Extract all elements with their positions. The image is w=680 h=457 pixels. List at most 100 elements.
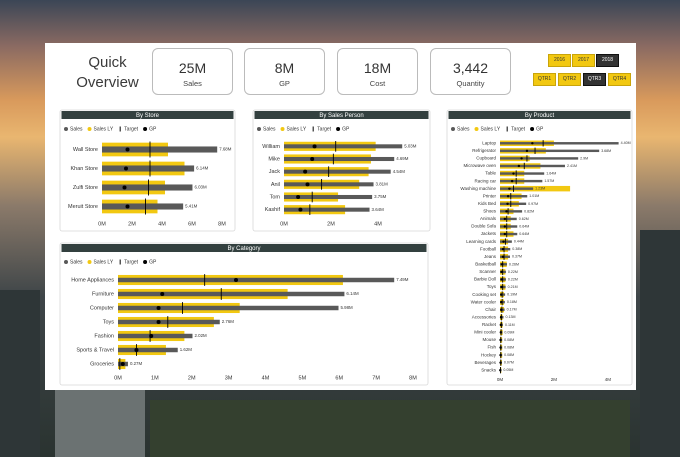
category-label: Toys — [487, 284, 497, 289]
legend-label: Target — [511, 126, 526, 132]
building — [0, 290, 40, 457]
category-label: Football — [480, 246, 496, 251]
quarter-button[interactable]: QTR4 — [608, 73, 631, 86]
x-tick-label: 0M — [114, 375, 122, 381]
gp-marker — [500, 300, 503, 304]
gp-marker — [312, 144, 317, 149]
sales-bar — [500, 240, 512, 243]
value-label: 0.64M — [519, 224, 529, 228]
value-label: 1.64M — [546, 171, 556, 175]
legend-label: Sales LY — [94, 259, 114, 265]
category-label: Printer — [483, 193, 497, 198]
sales-bar — [500, 232, 518, 236]
gp-marker — [499, 346, 502, 349]
gp-marker — [503, 217, 507, 221]
category-label: Jackets — [481, 231, 497, 236]
category-label: Home Appliances — [71, 277, 114, 283]
category-label: Wall Store — [73, 147, 98, 153]
sales-bar — [500, 179, 543, 183]
category-label: Tom — [270, 194, 281, 200]
gp-marker — [499, 369, 502, 372]
value-label: 4.69M — [396, 156, 409, 161]
year-button[interactable]: 2018 — [596, 54, 619, 67]
sales-bar — [500, 195, 528, 198]
legend-label: Target — [124, 259, 139, 265]
gp-marker — [506, 202, 509, 206]
legend-label: Sales LY — [94, 126, 114, 132]
gp-marker — [500, 285, 503, 289]
value-label: 0.05M — [503, 368, 513, 372]
gp-marker — [500, 308, 503, 311]
category-label: Accessories — [472, 314, 497, 319]
x-tick-label: 1M — [151, 375, 159, 381]
value-label: 0.97M — [528, 202, 538, 206]
value-label: 0.09M — [504, 330, 514, 334]
sales-bar — [102, 184, 193, 191]
value-label: 0.08M — [504, 338, 514, 342]
sales-bar — [284, 144, 403, 149]
legend-label: GP — [342, 126, 350, 132]
category-label: Snacks — [481, 367, 497, 372]
category-label: Fish — [487, 345, 496, 350]
legend-label: GP — [536, 126, 544, 132]
category-label: Laptop — [482, 140, 496, 145]
gp-marker — [500, 270, 503, 274]
category-label: Washing machine — [460, 186, 496, 191]
legend-label: GP — [149, 126, 157, 132]
gp-marker — [125, 147, 130, 152]
category-label: Mike — [268, 156, 280, 162]
value-label: 0.82M — [524, 209, 534, 213]
category-label: Khan Store — [70, 166, 98, 172]
kpi-value: 18M — [363, 60, 392, 76]
value-label: 0.44M — [514, 240, 524, 244]
sales-bar — [118, 333, 193, 339]
year-button[interactable]: 2016 — [548, 54, 571, 67]
value-label: 6.14M — [346, 291, 359, 296]
year-button[interactable]: 2017 — [572, 54, 595, 67]
sales-bar — [118, 347, 178, 353]
gp-marker — [499, 331, 503, 334]
quarter-button[interactable]: QTR2 — [558, 73, 581, 86]
kpi-label: Quantity — [456, 79, 485, 88]
sales-bar — [118, 305, 339, 311]
x-tick-label: 0M — [98, 221, 106, 227]
chart-title: By Category — [227, 246, 260, 252]
category-label: Groceries — [90, 361, 114, 367]
category-label: Basketball — [475, 262, 496, 267]
category-label: Cupboard — [476, 156, 496, 161]
value-label: 0.19M — [507, 293, 517, 297]
value-label: 2.9M — [580, 156, 588, 160]
chart-panel — [446, 109, 633, 386]
legend-label: Target — [124, 126, 139, 132]
gp-marker — [120, 362, 125, 366]
value-label: 0.17M — [507, 308, 517, 312]
category-label: Cooking set — [472, 292, 497, 297]
chart-title: By Product — [525, 113, 555, 119]
category-label: Water cooler — [471, 299, 497, 304]
category-label: Toys — [103, 319, 115, 325]
legend-label: GP — [149, 259, 157, 265]
quarter-button[interactable]: QTR1 — [533, 73, 556, 86]
gp-marker — [134, 348, 139, 352]
x-tick-label: 2M — [128, 221, 136, 227]
gp-marker — [234, 278, 238, 282]
value-label: 5.98M — [341, 305, 354, 310]
category-label: Learning cards — [466, 239, 497, 244]
gp-marker — [305, 182, 310, 187]
kpi-card: 18M Cost — [337, 48, 418, 95]
x-tick-label: 5M — [299, 375, 307, 381]
category-label: Barbie Doll — [474, 277, 496, 282]
sales-bar — [284, 207, 370, 212]
gp-marker — [125, 204, 130, 209]
value-label: 6.14M — [196, 166, 209, 171]
gp-marker — [506, 195, 510, 198]
quarter-button[interactable]: QTR3 — [583, 73, 606, 86]
x-tick-label: 8M — [409, 375, 417, 381]
sales-bar — [102, 203, 184, 210]
value-label: 0.08M — [504, 353, 514, 357]
sales-ly-bar — [500, 185, 571, 192]
value-label: 0.07M — [504, 361, 514, 365]
legend-marker — [87, 127, 92, 131]
gp-marker — [503, 232, 507, 236]
